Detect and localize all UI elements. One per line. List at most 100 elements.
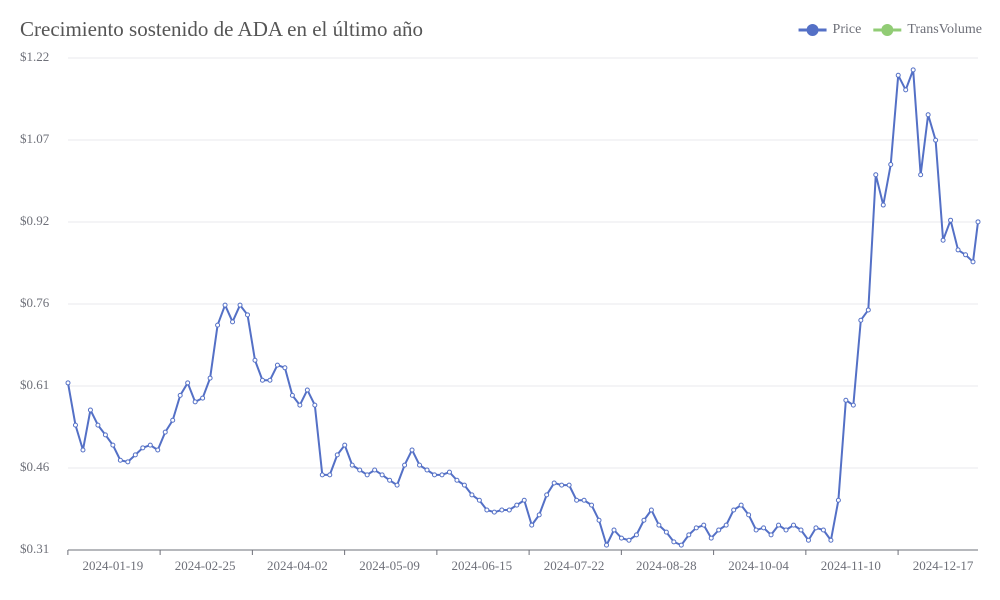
data-point bbox=[686, 532, 692, 538]
data-point bbox=[566, 482, 572, 488]
data-point bbox=[656, 522, 662, 528]
data-point bbox=[342, 442, 348, 448]
data-point bbox=[230, 319, 236, 325]
x-tick-label: 2024-10-04 bbox=[728, 558, 789, 573]
legend-swatch-dot bbox=[881, 24, 894, 36]
data-point bbox=[888, 162, 894, 168]
data-point bbox=[716, 527, 722, 533]
y-tick-label: $1.07 bbox=[20, 131, 50, 146]
x-tick-label: 2024-11-10 bbox=[821, 558, 881, 573]
data-point bbox=[289, 392, 295, 398]
data-point bbox=[648, 507, 654, 513]
data-point bbox=[222, 302, 228, 308]
data-point bbox=[65, 380, 71, 386]
data-point bbox=[252, 357, 258, 363]
data-point bbox=[551, 480, 557, 486]
y-tick-label: $0.76 bbox=[20, 295, 50, 310]
data-point bbox=[259, 377, 265, 383]
data-point bbox=[910, 67, 916, 73]
price-line bbox=[67, 68, 979, 547]
data-point bbox=[940, 237, 946, 243]
data-point bbox=[349, 462, 355, 468]
data-point bbox=[469, 492, 475, 498]
data-point bbox=[334, 452, 340, 458]
data-point bbox=[439, 472, 445, 478]
legend-item: Price bbox=[798, 22, 861, 37]
data-point bbox=[693, 525, 699, 531]
data-point bbox=[110, 442, 116, 448]
data-point bbox=[783, 527, 789, 533]
data-point bbox=[671, 539, 677, 545]
data-point bbox=[402, 462, 408, 468]
data-point bbox=[633, 532, 639, 538]
data-point bbox=[626, 537, 632, 543]
data-point bbox=[87, 407, 93, 413]
x-tick-label: 2024-08-28 bbox=[636, 558, 697, 573]
data-point bbox=[761, 525, 767, 531]
data-point bbox=[484, 507, 490, 513]
data-point bbox=[117, 457, 123, 463]
data-point bbox=[132, 452, 138, 458]
data-point bbox=[618, 535, 624, 541]
data-point bbox=[192, 399, 198, 405]
data-point bbox=[319, 472, 325, 478]
data-point bbox=[162, 429, 168, 435]
data-point bbox=[409, 447, 415, 453]
data-point bbox=[880, 202, 886, 208]
data-point bbox=[521, 497, 527, 503]
data-point bbox=[364, 472, 370, 478]
data-point bbox=[798, 527, 804, 533]
x-tick-label: 2024-05-09 bbox=[359, 558, 420, 573]
y-tick-label: $0.46 bbox=[20, 459, 50, 474]
legend-label: TransVolume bbox=[907, 22, 982, 37]
y-tick-label: $1.22 bbox=[20, 49, 49, 64]
data-point bbox=[461, 482, 467, 488]
data-point bbox=[185, 380, 191, 386]
data-point bbox=[678, 542, 684, 548]
data-point bbox=[417, 462, 423, 468]
data-point bbox=[738, 502, 744, 508]
data-point bbox=[267, 377, 273, 383]
chart-title: Crecimiento sostenido de ADA en el últim… bbox=[20, 17, 423, 41]
data-point bbox=[791, 522, 797, 528]
data-point bbox=[753, 527, 759, 533]
x-tick-label: 2024-07-22 bbox=[544, 558, 605, 573]
data-point bbox=[805, 537, 811, 543]
data-point bbox=[768, 532, 774, 538]
data-point bbox=[506, 507, 512, 513]
data-point bbox=[858, 317, 864, 323]
data-point bbox=[215, 322, 221, 328]
data-point bbox=[641, 517, 647, 523]
data-point bbox=[574, 497, 580, 503]
data-point bbox=[708, 535, 714, 541]
data-point bbox=[327, 472, 333, 478]
data-point bbox=[454, 477, 460, 483]
data-point bbox=[918, 172, 924, 178]
data-point bbox=[701, 522, 707, 528]
data-point bbox=[843, 397, 849, 403]
data-point bbox=[611, 527, 617, 533]
data-point bbox=[387, 477, 393, 483]
data-point bbox=[125, 459, 131, 465]
data-point bbox=[491, 509, 497, 515]
data-point bbox=[828, 537, 834, 543]
data-point bbox=[394, 482, 400, 488]
data-point bbox=[274, 362, 280, 368]
data-point bbox=[170, 417, 176, 423]
data-point bbox=[499, 507, 505, 513]
data-point bbox=[514, 502, 520, 508]
data-point bbox=[177, 392, 183, 398]
data-point bbox=[663, 529, 669, 535]
data-point bbox=[970, 259, 976, 265]
data-point bbox=[200, 395, 206, 401]
data-point bbox=[596, 517, 602, 523]
data-point bbox=[431, 472, 437, 478]
data-point bbox=[476, 497, 482, 503]
data-point bbox=[813, 525, 819, 531]
data-point bbox=[933, 137, 939, 143]
data-point bbox=[155, 447, 161, 453]
data-point bbox=[80, 447, 86, 453]
data-point bbox=[95, 422, 101, 428]
data-point bbox=[746, 512, 752, 518]
